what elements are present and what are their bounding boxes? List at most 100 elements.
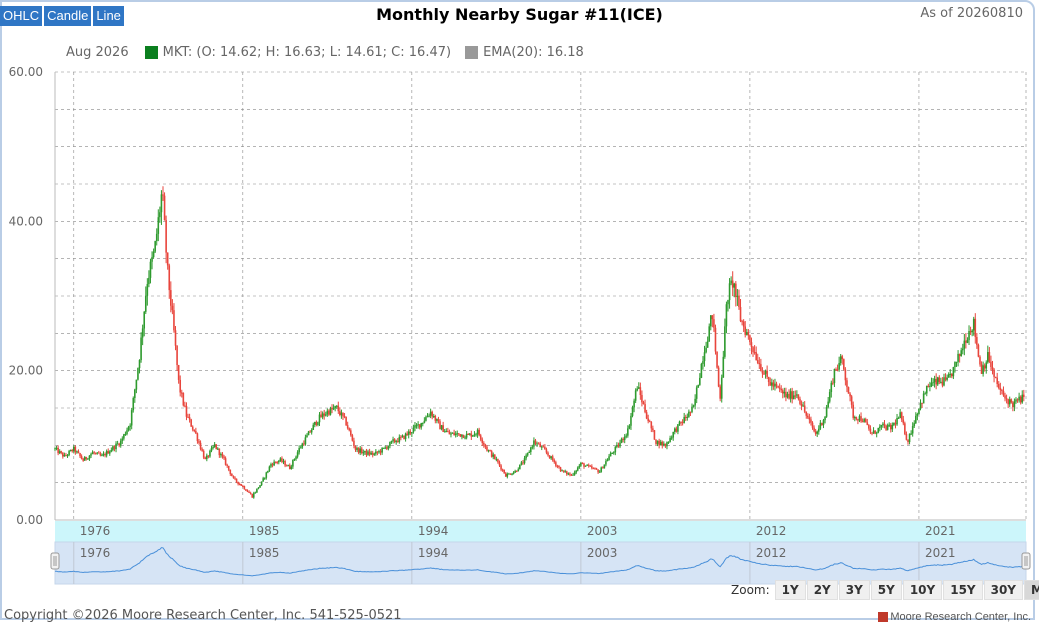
credit-link[interactable]: Moore Research Center, Inc.	[878, 611, 1031, 623]
zoom-max-button[interactable]: MAX	[1024, 580, 1039, 600]
candle-body	[601, 467, 604, 469]
candle-body	[323, 413, 326, 416]
candle-body	[184, 405, 186, 407]
candle-body	[598, 471, 601, 473]
candle-body	[268, 466, 271, 471]
candle-body	[88, 455, 91, 459]
candle-body	[265, 472, 268, 478]
candle-body	[224, 458, 227, 465]
candle-body	[899, 412, 901, 418]
candle-body	[407, 431, 410, 435]
zoom-15y-button[interactable]: 15Y	[943, 580, 983, 600]
candle-body	[562, 470, 565, 472]
candle-body	[882, 423, 884, 425]
candle-body	[561, 470, 563, 472]
candle-body	[68, 451, 70, 456]
candle-body	[243, 486, 246, 490]
candle-body	[858, 416, 861, 421]
candle-body	[794, 395, 797, 397]
candle-body	[946, 377, 948, 380]
zoom-3y-button[interactable]: 3Y	[838, 580, 870, 600]
candle-body	[731, 280, 734, 288]
candle-body	[105, 451, 108, 456]
navigator-background[interactable]	[54, 541, 1027, 585]
navigator-right-handle[interactable]	[1021, 552, 1031, 570]
navigator-left-handle[interactable]	[50, 552, 60, 570]
candle-body	[821, 422, 823, 426]
candle-body	[807, 415, 809, 418]
candle-body	[883, 423, 886, 426]
candle-body	[431, 411, 433, 417]
candle-body	[888, 424, 891, 426]
candle-body	[954, 362, 956, 368]
candle-button[interactable]: Candle	[44, 6, 92, 26]
candle-body	[860, 416, 862, 422]
candle-body	[612, 452, 615, 454]
candle-body	[350, 430, 352, 436]
candle-body	[451, 432, 454, 434]
candle-body	[869, 428, 872, 433]
candle-body	[74, 446, 77, 453]
candle-body	[130, 410, 133, 426]
candle-body	[179, 379, 182, 393]
navigator-series-line	[55, 547, 1024, 577]
candle-body	[972, 318, 975, 331]
candle-body	[152, 251, 155, 258]
candle-body	[825, 407, 828, 417]
line-button[interactable]: Line	[93, 6, 124, 26]
candle-body	[504, 473, 507, 477]
candle-body	[393, 439, 396, 442]
candle-body	[695, 387, 698, 399]
candle-body	[866, 422, 869, 426]
candle-body	[223, 456, 225, 459]
candle-body	[584, 465, 587, 467]
candle-body	[371, 452, 374, 455]
candle-body	[627, 428, 629, 436]
candle-body	[628, 425, 631, 429]
zoom-1y-button[interactable]: 1Y	[774, 580, 806, 600]
candle-body	[364, 450, 366, 453]
candle-body	[811, 422, 814, 428]
candle-body	[658, 440, 660, 446]
zoom-10y-button[interactable]: 10Y	[902, 580, 943, 600]
candle-body	[475, 434, 477, 436]
candle-body	[969, 331, 972, 333]
candle-body	[234, 477, 236, 479]
y-tick-label: 40.00	[9, 214, 43, 228]
candle-body	[110, 450, 113, 452]
candle-body	[816, 431, 819, 434]
chart-title: Monthly Nearby Sugar #11(ICE)	[376, 5, 663, 24]
candle-body	[368, 451, 371, 455]
candle-body	[580, 462, 582, 466]
candle-body	[284, 461, 286, 466]
candle-body	[537, 443, 540, 445]
candle-body	[276, 462, 279, 464]
candle-body	[728, 283, 731, 301]
zoom-2y-button[interactable]: 2Y	[806, 580, 838, 600]
candle-body	[689, 411, 692, 413]
candle-body	[650, 422, 653, 429]
as-of-date: As of 20260810	[920, 6, 1023, 21]
candle-body	[57, 447, 59, 454]
candle-body	[692, 405, 695, 407]
candle-body	[256, 488, 258, 493]
candle-body	[260, 481, 263, 486]
candle-body	[893, 422, 895, 426]
candle-body	[274, 461, 277, 463]
ohlc-button[interactable]: OHLC	[0, 6, 43, 26]
copyright-footer: Copyright ©2026 Moore Research Center, I…	[4, 608, 402, 623]
candle-body	[525, 455, 527, 459]
zoom-30y-button[interactable]: 30Y	[983, 580, 1023, 600]
candle-body	[879, 426, 881, 428]
candle-body	[636, 388, 639, 391]
candle-body	[249, 492, 252, 494]
candle-body	[642, 402, 645, 405]
zoom-5y-button[interactable]: 5Y	[870, 580, 902, 600]
navigator-tick-label: 1994	[418, 546, 449, 560]
candle-body	[456, 433, 459, 435]
candle-body	[991, 366, 994, 370]
candle-body	[517, 469, 520, 472]
candle-body	[647, 418, 649, 422]
candle-body	[503, 469, 505, 474]
